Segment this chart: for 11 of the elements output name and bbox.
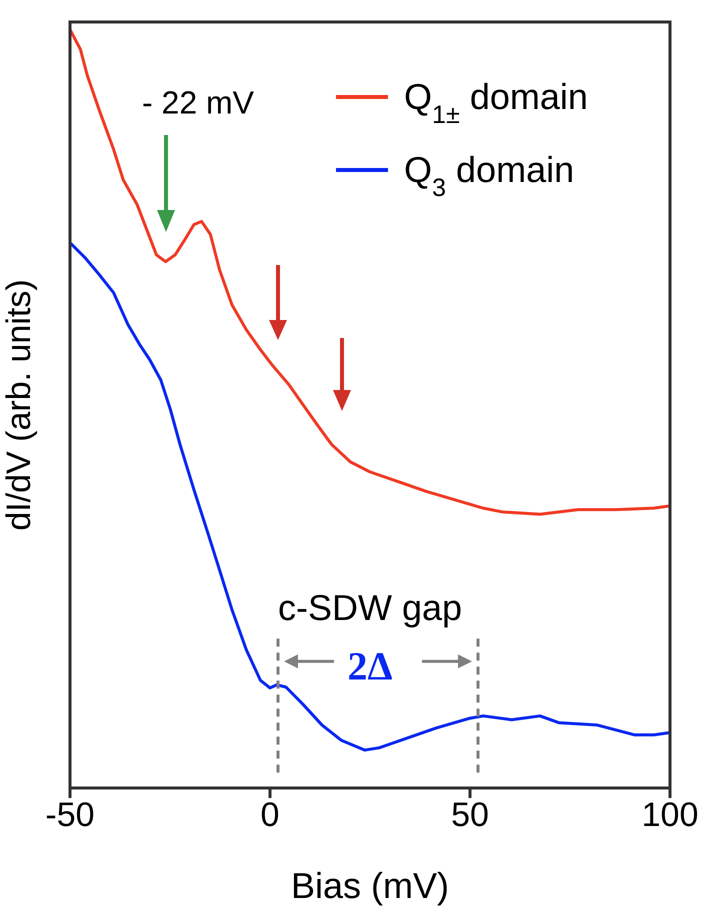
annotation: 2Δ xyxy=(347,644,393,689)
x-axis-title: Bias (mV) xyxy=(290,865,450,906)
legend-label: Q$_{1±}$ domain xyxy=(404,76,588,129)
annotation: c-SDW gap xyxy=(278,586,462,628)
legend-label: Q$_{3}$ domain xyxy=(404,149,574,202)
x-tick-label: -50 xyxy=(45,796,95,834)
annotation: - 22 mV xyxy=(142,84,255,121)
x-tick-label: 50 xyxy=(451,796,489,834)
y-axis-title: dI/dV (arb. units) xyxy=(0,279,38,531)
x-tick-label: 100 xyxy=(642,796,698,834)
x-tick-label: 0 xyxy=(260,796,280,834)
